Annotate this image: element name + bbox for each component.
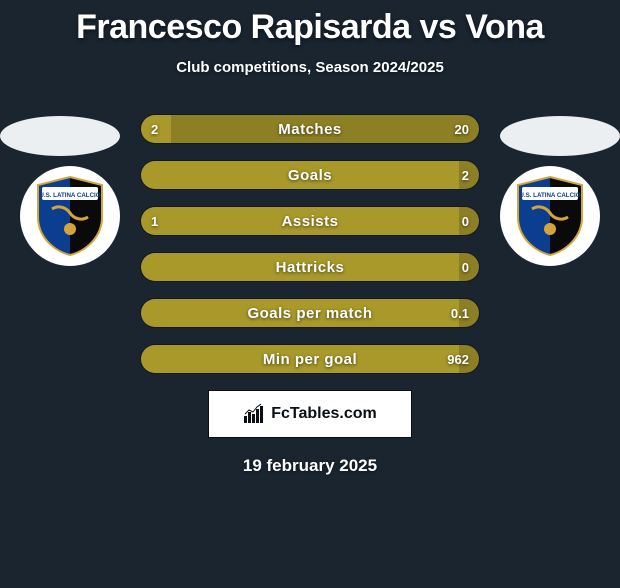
stat-row: Goals per match0.1 bbox=[140, 298, 480, 328]
stat-value-right: 0 bbox=[462, 253, 469, 281]
page-title: Francesco Rapisarda vs Vona bbox=[0, 8, 620, 47]
stat-row: Min per goal962 bbox=[140, 344, 480, 374]
stat-label: Min per goal bbox=[141, 345, 479, 373]
club-shield-icon: U.S. LATINA CALCIO bbox=[514, 175, 586, 257]
stat-label: Hattricks bbox=[141, 253, 479, 281]
stat-label: Matches bbox=[141, 115, 479, 143]
comparison-stage: U.S. LATINA CALCIO U.S. LATINA CALCIO Ma… bbox=[0, 106, 620, 374]
watermark: FcTables.com bbox=[208, 390, 412, 438]
stat-value-right: 962 bbox=[447, 345, 469, 373]
player-right-club-badge: U.S. LATINA CALCIO bbox=[500, 166, 600, 266]
club-shield-icon: U.S. LATINA CALCIO bbox=[34, 175, 106, 257]
stat-row: Hattricks0 bbox=[140, 252, 480, 282]
svg-text:U.S. LATINA CALCIO: U.S. LATINA CALCIO bbox=[39, 192, 100, 199]
stat-label: Goals per match bbox=[141, 299, 479, 327]
stat-value-right: 0.1 bbox=[451, 299, 469, 327]
svg-text:U.S. LATINA CALCIO: U.S. LATINA CALCIO bbox=[519, 192, 580, 199]
player-left-club-badge: U.S. LATINA CALCIO bbox=[20, 166, 120, 266]
stat-label: Assists bbox=[141, 207, 479, 235]
chart-date: 19 february 2025 bbox=[0, 456, 620, 476]
stat-value-left: 1 bbox=[151, 207, 158, 235]
stat-rows: Matches220Goals2Assists10Hattricks0Goals… bbox=[140, 106, 480, 374]
player-left-flag bbox=[0, 116, 120, 156]
stat-value-right: 20 bbox=[455, 115, 469, 143]
stat-row: Matches2 20 bbox=[140, 114, 480, 144]
page-subtitle: Club competitions, Season 2024/2025 bbox=[0, 59, 620, 76]
watermark-text: FcTables.com bbox=[271, 405, 377, 423]
stat-label: Goals bbox=[141, 161, 479, 189]
fctables-logo-icon bbox=[243, 404, 265, 424]
stat-value-right: 2 bbox=[462, 161, 469, 189]
stat-value-right: 0 bbox=[462, 207, 469, 235]
stat-row: Assists1 0 bbox=[140, 206, 480, 236]
stat-value-left: 2 bbox=[151, 115, 158, 143]
player-right-flag bbox=[500, 116, 620, 156]
stat-row: Goals2 bbox=[140, 160, 480, 190]
